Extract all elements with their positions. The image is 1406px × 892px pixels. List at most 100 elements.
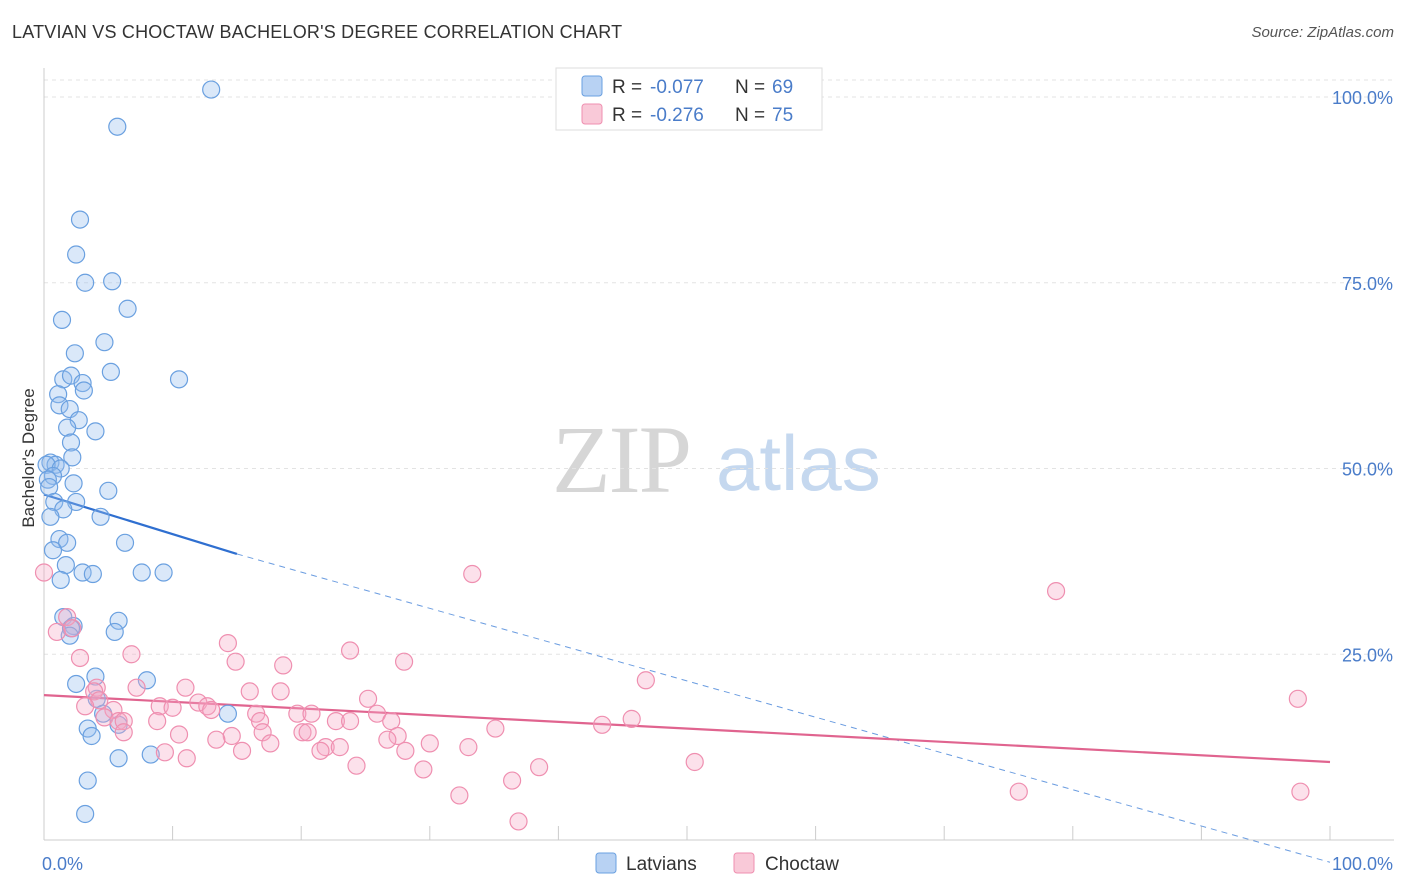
series-label-latvians: Latvians	[626, 854, 697, 875]
point-choctaw	[47, 622, 66, 642]
point-choctaw	[58, 607, 77, 627]
legend-n-label: N =	[735, 77, 765, 98]
point-choctaw	[271, 682, 290, 701]
point-choctaw	[463, 564, 482, 584]
point-choctaw	[169, 725, 189, 744]
point-choctaw	[420, 734, 439, 753]
point-latvians	[137, 671, 156, 690]
legend-n-value: 75	[772, 105, 793, 126]
x-tick-label: 100.0%	[1332, 854, 1393, 874]
point-choctaw	[218, 634, 237, 653]
tick-labels: 25.0% 50.0% 75.0% 100.0% 0.0% 100.0%	[42, 88, 1393, 874]
watermark-atlas: atlas	[716, 419, 881, 507]
grid-lines	[44, 79, 1394, 655]
point-choctaw	[330, 738, 349, 757]
point-choctaw	[207, 730, 226, 749]
point-choctaw	[486, 719, 505, 738]
point-choctaw	[340, 712, 360, 731]
point-latvians	[108, 117, 127, 136]
series-swatch-choctaw	[733, 852, 755, 874]
point-latvians	[50, 396, 69, 415]
point-latvians	[103, 272, 122, 291]
point-choctaw	[163, 698, 182, 717]
legend-r-value: -0.077	[650, 77, 704, 98]
point-choctaw	[95, 708, 114, 727]
point-latvians	[52, 310, 72, 329]
y-tick-label: 50.0%	[1342, 460, 1393, 480]
point-latvians	[78, 771, 97, 790]
point-choctaw	[1009, 782, 1028, 801]
stats-legend: R = -0.077 N = 69 R = -0.276 N = 75	[555, 67, 823, 131]
point-choctaw	[250, 712, 270, 731]
point-latvians	[64, 474, 83, 493]
point-choctaw	[298, 723, 317, 742]
point-latvians	[76, 273, 95, 292]
point-choctaw	[340, 641, 360, 660]
point-choctaw	[685, 752, 704, 772]
point-latvians	[51, 459, 70, 478]
point-choctaw	[114, 723, 133, 742]
point-choctaw	[63, 619, 82, 638]
series-swatch-latvians	[595, 852, 617, 874]
y-tick-label: 100.0%	[1332, 88, 1393, 108]
point-latvians	[109, 611, 128, 630]
data-points	[34, 80, 1310, 831]
point-latvians	[101, 362, 120, 382]
trend-line-latvians	[43, 493, 238, 555]
point-choctaw	[593, 715, 612, 734]
point-choctaw	[177, 749, 196, 768]
watermark-zip: ZIP	[552, 406, 690, 513]
point-choctaw	[302, 704, 321, 723]
point-choctaw	[358, 689, 378, 708]
point-latvians	[63, 448, 82, 467]
point-latvians	[82, 726, 101, 746]
point-choctaw	[396, 741, 415, 760]
point-latvians	[169, 370, 189, 389]
point-choctaw	[1046, 581, 1066, 601]
point-choctaw	[202, 700, 221, 720]
point-choctaw	[122, 645, 141, 664]
point-choctaw	[293, 723, 312, 742]
point-choctaw	[274, 656, 293, 675]
point-choctaw	[222, 726, 241, 746]
point-choctaw	[459, 738, 478, 757]
point-choctaw	[127, 678, 146, 697]
point-latvians	[83, 564, 102, 584]
point-choctaw	[622, 709, 641, 728]
point-latvians	[43, 541, 63, 560]
point-latvians	[218, 704, 237, 723]
point-choctaw	[226, 652, 245, 671]
point-choctaw	[76, 697, 95, 716]
point-latvians	[37, 455, 56, 474]
point-latvians	[58, 533, 77, 552]
point-latvians	[105, 622, 124, 642]
point-choctaw	[70, 648, 90, 668]
point-choctaw	[1291, 782, 1310, 801]
legend-swatch-latvians	[581, 75, 603, 97]
point-latvians	[91, 507, 110, 526]
legend-r-label: R =	[612, 105, 642, 126]
x-tick-label: 0.0%	[42, 854, 83, 874]
point-latvians	[70, 210, 90, 229]
point-latvians	[74, 381, 93, 400]
legend-swatch-choctaw	[581, 103, 603, 125]
trend-line-choctaw	[43, 694, 1331, 764]
point-choctaw	[85, 682, 104, 701]
point-latvians	[99, 481, 118, 500]
point-latvians	[132, 563, 151, 582]
point-choctaw	[232, 741, 252, 760]
point-choctaw	[367, 704, 387, 723]
point-latvians	[65, 344, 84, 363]
point-latvians	[154, 563, 173, 582]
point-choctaw	[509, 812, 528, 831]
point-latvians	[141, 745, 160, 764]
trend-lines	[43, 493, 1331, 863]
point-choctaw	[155, 743, 174, 762]
point-choctaw	[148, 712, 167, 731]
point-choctaw	[636, 671, 655, 690]
point-choctaw	[261, 734, 280, 753]
point-choctaw	[394, 652, 414, 671]
point-choctaw	[378, 730, 397, 749]
point-choctaw	[326, 712, 346, 731]
point-latvians	[58, 418, 77, 437]
